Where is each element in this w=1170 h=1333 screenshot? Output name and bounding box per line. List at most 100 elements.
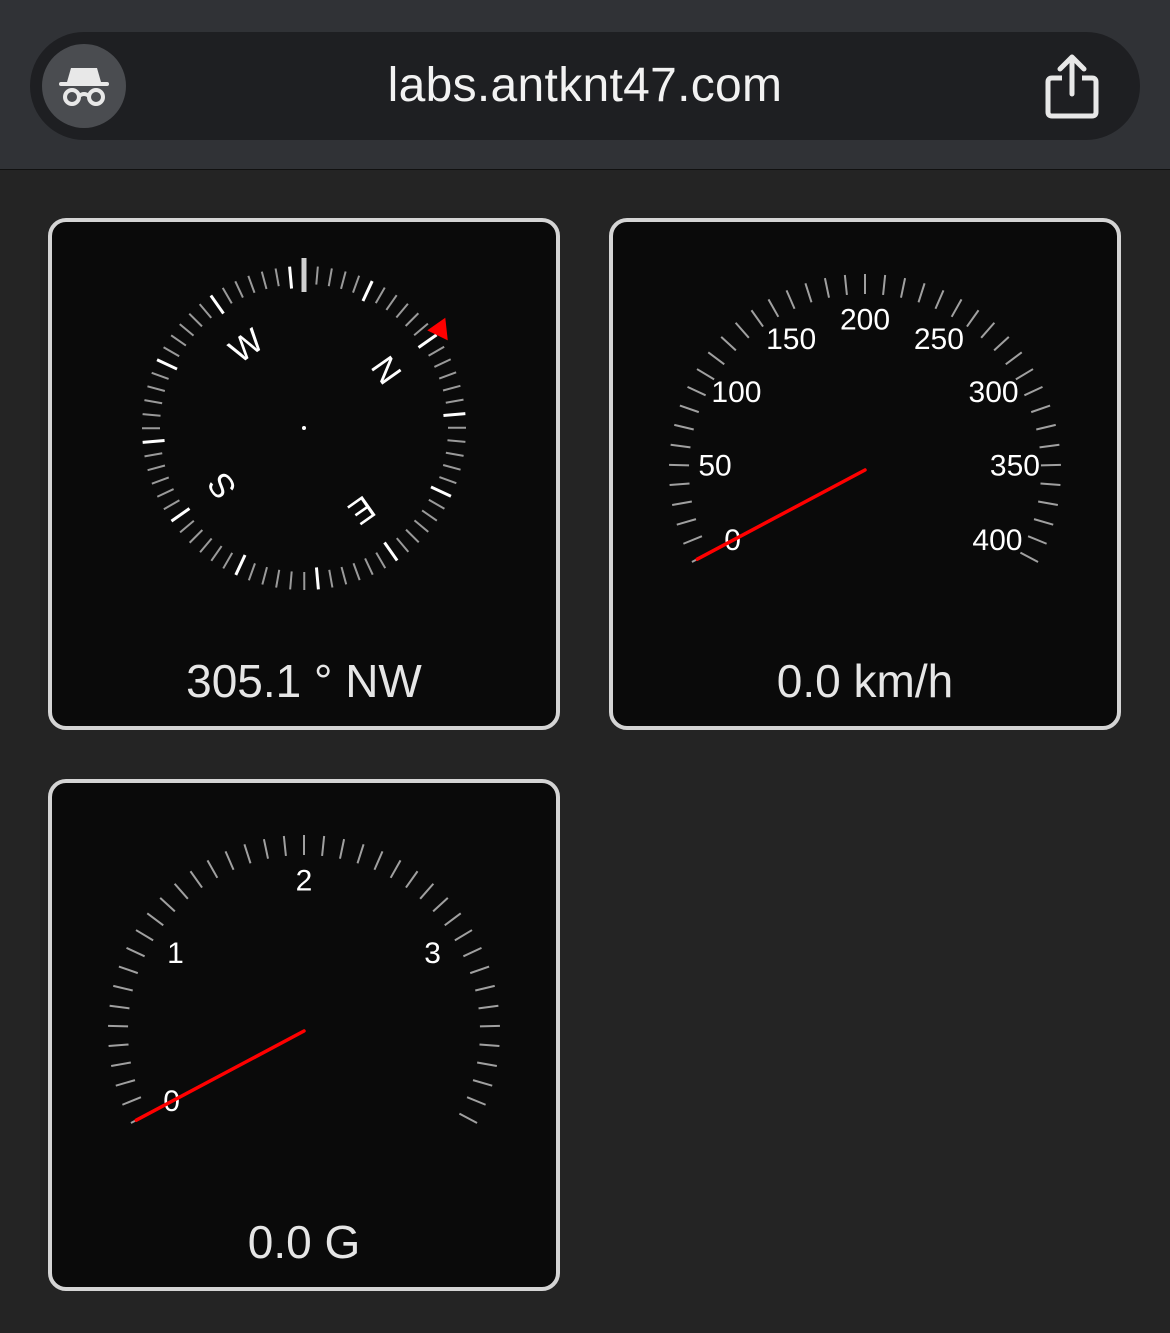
speed-tick	[734, 322, 750, 339]
speed-tick	[679, 404, 700, 414]
compass-tick	[375, 552, 387, 569]
compass-tick	[364, 557, 374, 576]
speed-label: 200	[840, 304, 890, 337]
g-tick	[224, 850, 235, 871]
share-button[interactable]	[1042, 54, 1102, 120]
compass-tick	[447, 439, 466, 443]
gmeter-dial: 0123	[108, 835, 500, 1124]
compass-readout: 305.1 ° NW	[186, 655, 422, 707]
compass-tick	[156, 358, 178, 371]
compass-tick	[328, 569, 334, 588]
compass-tick	[209, 294, 225, 315]
g-label: 1	[167, 937, 184, 970]
g-tick	[262, 838, 269, 859]
incognito-button[interactable]	[42, 44, 126, 128]
speed-tick	[669, 482, 690, 487]
compass-card: N E S W 305.1 ° NW	[48, 218, 560, 730]
compass-tick	[188, 312, 203, 328]
speed-label: 150	[766, 323, 816, 356]
speed-tick	[1027, 535, 1047, 545]
compass-tick	[289, 571, 293, 590]
speed-tick	[993, 336, 1010, 352]
g-tick	[115, 1079, 136, 1087]
compass-tick	[395, 537, 410, 553]
compass-tick	[413, 519, 429, 533]
compass-tick	[179, 519, 195, 534]
compass-tick	[439, 476, 457, 485]
speed-tick	[1039, 443, 1060, 449]
compass-tick	[260, 271, 268, 290]
speed-tick	[1040, 463, 1061, 467]
g-tick	[206, 859, 219, 879]
g-tick	[444, 912, 462, 927]
compass-tick	[144, 399, 163, 405]
compass-tick	[275, 569, 281, 588]
compass-tick	[352, 562, 361, 581]
compass-tick	[247, 563, 256, 581]
g-tick	[339, 838, 346, 859]
speed-tick	[785, 289, 796, 310]
speed-tick	[823, 277, 830, 298]
compass-tick	[315, 266, 319, 285]
compass-dial: N E S W	[141, 258, 467, 591]
compass-tick	[142, 413, 161, 417]
g-needle	[134, 1029, 306, 1122]
g-label: 3	[424, 937, 441, 970]
compass-tick	[442, 464, 461, 471]
g-tick	[173, 883, 189, 900]
g-ticks	[108, 835, 500, 1124]
browser-toolbar: labs.antknt47.com	[0, 0, 1170, 170]
speed-tick	[720, 336, 737, 352]
speed-readout: 0.0 km/h	[776, 655, 954, 707]
speed-tick	[1040, 482, 1061, 487]
g-tick	[458, 1112, 478, 1124]
speed-tick	[1033, 518, 1054, 526]
compass-tick	[413, 322, 429, 337]
compass-tick	[199, 537, 213, 553]
g-label: 2	[296, 865, 313, 898]
g-tick	[472, 1079, 493, 1087]
speed-tick	[1023, 385, 1043, 397]
compass-tick	[327, 268, 333, 287]
speed-tick	[674, 423, 694, 431]
gmeter-card: 0123 0.0 G	[48, 779, 560, 1291]
compass-tick	[247, 275, 256, 294]
incognito-icon	[59, 68, 109, 106]
g-tick	[479, 1024, 500, 1028]
compass-tick	[170, 334, 187, 347]
share-icon	[1045, 54, 1099, 119]
speed-tick	[934, 289, 945, 310]
address-bar[interactable]: labs.antknt47.com	[30, 32, 1140, 140]
g-tick	[135, 929, 154, 942]
speed-label: 100	[711, 376, 761, 409]
compass-tick	[445, 398, 464, 404]
compass-tick	[151, 371, 169, 380]
speed-tick	[1036, 423, 1056, 431]
g-tick	[462, 946, 482, 958]
compass-tick	[274, 268, 280, 287]
compass-tick	[314, 567, 320, 590]
g-tick	[122, 1096, 142, 1106]
speed-label: 300	[969, 376, 1019, 409]
g-tick	[243, 843, 252, 864]
compass-tick	[198, 303, 213, 319]
speed-label: 250	[914, 323, 964, 356]
g-tick	[454, 929, 473, 942]
compass-tick	[374, 287, 386, 304]
compass-tick	[261, 566, 268, 585]
compass-tick	[395, 303, 409, 319]
g-tick	[466, 1096, 486, 1106]
compass-tick	[430, 485, 452, 498]
compass-tick	[404, 312, 420, 327]
speed-tick	[843, 274, 848, 296]
compass-center-dot	[302, 426, 306, 430]
compass-tick	[361, 280, 374, 302]
compass-tick	[147, 385, 166, 392]
url-text[interactable]: labs.antknt47.com	[387, 59, 783, 112]
g-tick	[476, 1061, 498, 1068]
speed-needle	[695, 468, 867, 561]
speed-tick	[1005, 351, 1023, 366]
g-tick	[321, 835, 326, 857]
compass-tick	[405, 528, 420, 544]
speed-tick	[669, 463, 690, 467]
